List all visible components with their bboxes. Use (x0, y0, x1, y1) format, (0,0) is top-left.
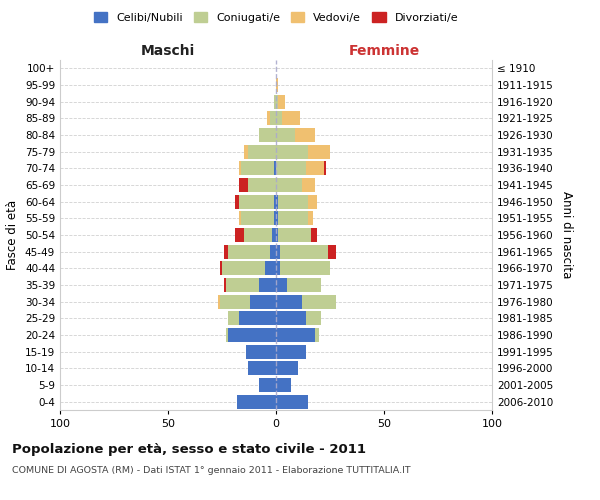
Bar (295, 128, 315, 142)
Bar (244, 228, 272, 242)
Bar (276, 361, 298, 376)
Text: COMUNE DI AGOSTA (RM) - Dati ISTAT 1° gennaio 2011 - Elaborazione TUTTITALIA.IT: COMUNE DI AGOSTA (RM) - Dati ISTAT 1° ge… (12, 466, 410, 475)
Bar (306, 162, 323, 175)
Bar (265, 261, 276, 276)
Bar (276, 328, 315, 342)
Bar (276, 94, 278, 109)
Bar (276, 261, 280, 276)
Bar (276, 378, 291, 392)
Bar (276, 178, 302, 192)
Bar (278, 94, 284, 109)
Bar (276, 294, 302, 308)
Bar (283, 112, 300, 126)
Bar (274, 94, 276, 109)
Bar (250, 294, 276, 308)
Bar (308, 211, 313, 226)
Bar (306, 311, 322, 326)
Text: Maschi: Maschi (141, 44, 195, 58)
Bar (315, 328, 319, 342)
Bar (235, 194, 239, 209)
Bar (323, 162, 326, 175)
Bar (239, 311, 276, 326)
Bar (276, 394, 308, 409)
Bar (229, 328, 276, 342)
Bar (311, 228, 317, 242)
Bar (274, 211, 276, 226)
Bar (274, 162, 276, 175)
Bar (308, 194, 317, 209)
Bar (276, 278, 287, 292)
Bar (248, 178, 276, 192)
Bar (239, 162, 241, 175)
Bar (218, 294, 220, 308)
Bar (276, 194, 278, 209)
Y-axis label: Fasce di età: Fasce di età (7, 200, 19, 270)
Y-axis label: Anni di nascita: Anni di nascita (560, 192, 573, 278)
Bar (248, 361, 276, 376)
Bar (276, 211, 278, 226)
Bar (287, 278, 322, 292)
Text: Popolazione per età, sesso e stato civile - 2011: Popolazione per età, sesso e stato civil… (12, 442, 366, 456)
Bar (229, 311, 239, 326)
Bar (241, 162, 274, 175)
Bar (276, 128, 295, 142)
Bar (274, 194, 276, 209)
Bar (276, 244, 280, 259)
Bar (246, 344, 276, 359)
Bar (222, 261, 265, 276)
Bar (272, 228, 276, 242)
Bar (224, 278, 226, 292)
Bar (244, 144, 248, 159)
Text: Femmine: Femmine (349, 44, 419, 58)
Bar (235, 228, 244, 242)
Bar (269, 112, 276, 126)
Bar (276, 344, 306, 359)
Bar (220, 261, 222, 276)
Bar (259, 128, 276, 142)
Bar (239, 194, 274, 209)
Bar (226, 278, 259, 292)
Bar (220, 294, 250, 308)
Bar (302, 178, 315, 192)
Bar (276, 78, 278, 92)
Bar (276, 162, 306, 175)
Bar (248, 144, 276, 159)
Bar (268, 112, 269, 126)
Bar (229, 244, 269, 259)
Bar (278, 211, 308, 226)
Bar (278, 194, 308, 209)
Legend: Celibi/Nubili, Coniugati/e, Vedovi/e, Divorziati/e: Celibi/Nubili, Coniugati/e, Vedovi/e, Di… (89, 8, 463, 28)
Bar (276, 144, 308, 159)
Bar (276, 112, 283, 126)
Bar (280, 244, 328, 259)
Bar (239, 211, 241, 226)
Bar (276, 228, 278, 242)
Bar (328, 244, 337, 259)
Bar (269, 244, 276, 259)
Bar (259, 378, 276, 392)
Bar (278, 228, 311, 242)
Bar (224, 244, 229, 259)
Bar (241, 211, 274, 226)
Bar (226, 328, 229, 342)
Bar (276, 311, 306, 326)
Bar (280, 261, 330, 276)
Bar (259, 278, 276, 292)
Bar (302, 294, 337, 308)
Bar (237, 394, 276, 409)
Bar (239, 178, 248, 192)
Bar (308, 144, 330, 159)
